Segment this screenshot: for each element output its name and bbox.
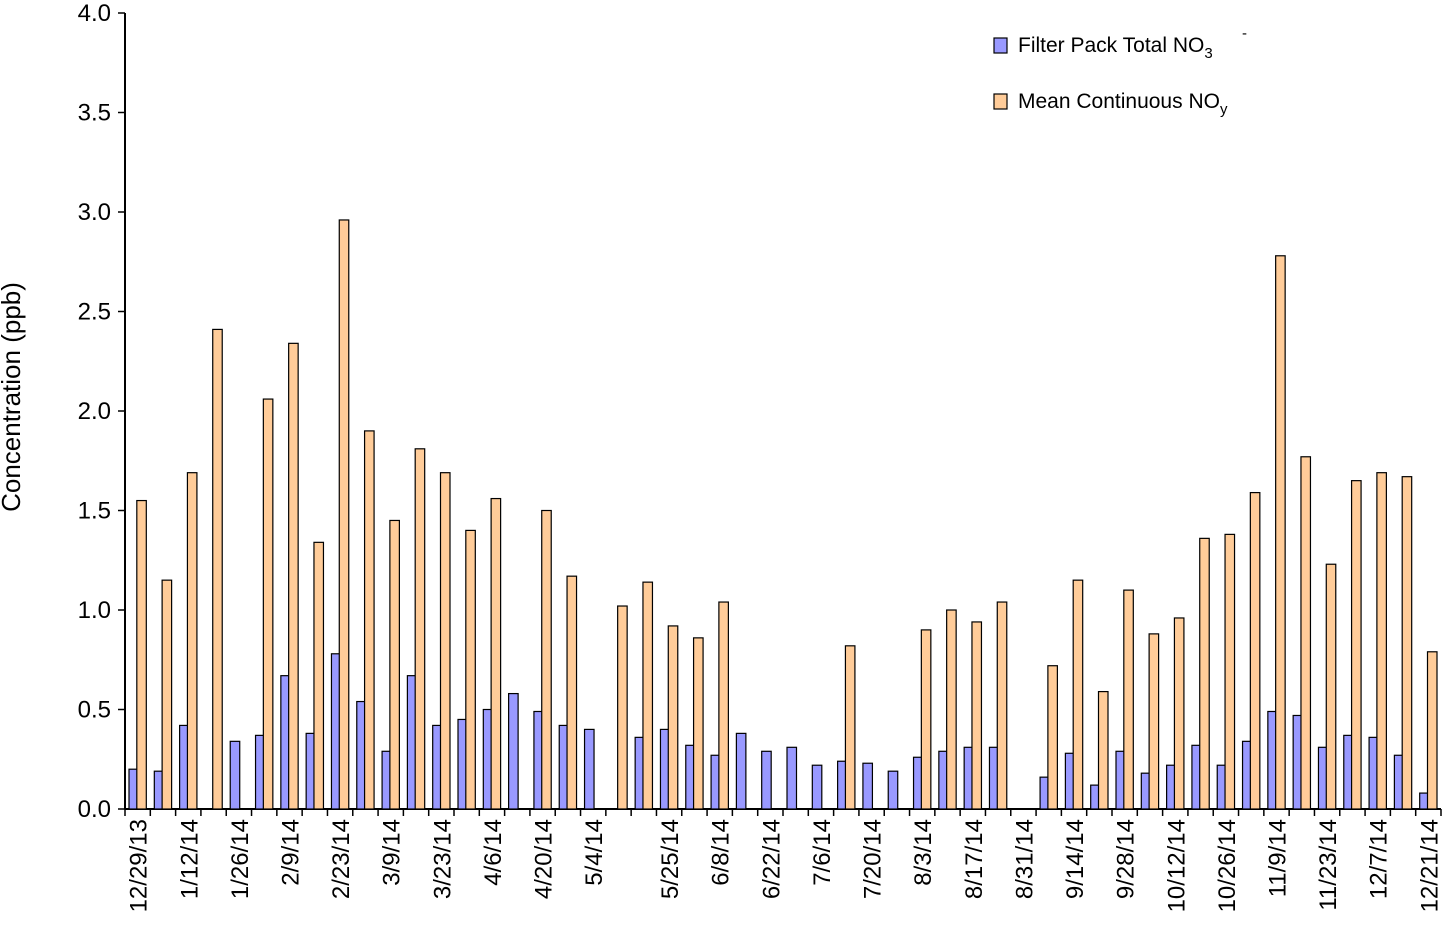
x-tick-label: 9/14/14 [1062,819,1089,899]
x-tick-label: 8/17/14 [961,819,988,899]
bar-continuous-noy [1072,579,1084,810]
bar-filter-pack-no3 [862,762,874,810]
bar-continuous-noy [490,497,502,810]
bar-filter-pack-no3 [735,732,747,810]
y-axis-title: Concentration (ppb) [0,282,26,512]
x-tick-label: 5/4/14 [581,819,608,886]
x-tick-label: 12/7/14 [1366,819,1393,899]
x-tick-label: 8/3/14 [910,819,937,886]
bar-continuous-noy [389,519,400,810]
y-tick-label: 0.5 [78,697,111,724]
bar-continuous-noy [996,601,1008,810]
bar-continuous-noy [1325,563,1337,810]
x-tick-label: 2/9/14 [278,819,305,886]
bar-continuous-noy [313,541,325,810]
bar-continuous-noy [541,509,552,810]
bar-continuous-noy [1224,533,1236,810]
bar-continuous-noy [1350,480,1362,810]
x-tick-label: 6/8/14 [708,819,735,886]
bar-continuous-noy [186,472,198,810]
y-tick-label: 2.0 [78,398,111,425]
bar-continuous-noy [1173,617,1185,810]
bar-continuous-noy [844,645,856,810]
bar-continuous-noy [161,579,173,810]
y-axis-ticks: 0.0 0.5 1.0 1.5 2.0 2.5 3.0 3.5 4.0 [78,0,125,823]
y-tick-label: 4.0 [78,0,111,27]
x-tick-label: 1/26/14 [227,819,254,899]
bar-continuous-noy [1275,255,1286,810]
bar-continuous-noy [1249,491,1261,810]
x-tick-label: 2/23/14 [328,819,355,899]
bar-filter-pack-no3 [786,746,798,810]
x-tick-label: 9/28/14 [1113,819,1140,899]
x-tick-label: 4/6/14 [480,819,507,886]
bar-continuous-noy [692,637,704,810]
bar-continuous-noy [971,621,983,810]
bar-continuous-noy [1097,690,1109,810]
bar-continuous-noy [946,609,957,810]
bar-continuous-noy [136,499,147,810]
bar-continuous-noy [718,601,729,810]
x-axis-ticks: 12/29/13 1/12/14 1/26/14 2/9/14 2/23/14 3/9/1… [124,809,1443,912]
x-tick-label: 4/20/14 [531,819,558,899]
bar-continuous-noy [1199,537,1210,810]
x-tick-label: 8/31/14 [1011,819,1038,899]
bar-continuous-noy [465,529,476,810]
x-tick-label: 10/26/14 [1214,819,1241,912]
bar-filter-pack-no3 [761,750,772,810]
bar-continuous-noy [212,328,223,810]
y-tick-label: 3.0 [78,199,111,226]
x-tick-label: 3/9/14 [379,819,406,886]
y-tick-label: 1.5 [78,498,111,525]
bar-continuous-noy [1047,665,1058,810]
bar-continuous-noy [363,430,375,810]
bar-continuous-noy [617,605,628,810]
legend: Filter Pack Total NO3 - Mean Continuous NO… [993,25,1247,118]
bar-continuous-noy [667,625,679,810]
y-tick-label: 1.0 [78,597,111,624]
x-tick-label: 12/29/13 [126,819,153,912]
bar-filter-pack-no3 [229,740,241,810]
x-tick-label: 12/21/14 [1416,819,1443,912]
bar-filter-pack-no3 [887,770,899,810]
x-tick-label: 6/22/14 [758,819,785,899]
x-tick-label: 1/12/14 [176,819,203,899]
x-tick-label: 7/6/14 [809,819,836,886]
x-tick-label: 5/25/14 [657,819,684,899]
y-tick-label: 2.5 [78,299,111,326]
bar-filter-pack-no3 [508,692,519,810]
bar-continuous-noy [1300,456,1312,810]
legend-swatch [993,37,1008,54]
bar-continuous-noy [566,575,578,810]
y-tick-label: 0.0 [78,796,111,823]
bar-continuous-noy [414,448,426,810]
bar-continuous-noy [338,219,350,810]
bar-filter-pack-no3 [583,728,595,810]
bar-filter-pack-no3 [811,764,823,810]
x-tick-label: 3/23/14 [429,819,456,899]
x-tick-label: 7/20/14 [860,819,887,899]
y-tick-label: 3.5 [78,100,111,127]
legend-superscript: - [1242,25,1247,42]
bar-continuous-noy [1123,589,1134,810]
x-tick-label: 10/12/14 [1163,819,1190,912]
bar-continuous-noy [288,342,299,810]
bar-continuous-noy [1376,472,1387,810]
bar-continuous-noy [920,629,932,810]
bar-continuous-noy [1148,633,1160,810]
bar-continuous-noy [262,398,274,810]
bar-continuous-noy [439,472,451,810]
bar-continuous-noy [1426,651,1438,810]
bars [128,219,1438,810]
x-tick-label: 11/9/14 [1265,819,1292,897]
legend-label: Mean Continuous NOy [1018,90,1228,118]
legend-swatch [993,93,1008,110]
bar-continuous-noy [642,581,654,810]
x-tick-label: 11/23/14 [1315,819,1342,911]
legend-label: Filter Pack Total NO3 [1018,34,1213,62]
bar-continuous-noy [1401,476,1413,810]
